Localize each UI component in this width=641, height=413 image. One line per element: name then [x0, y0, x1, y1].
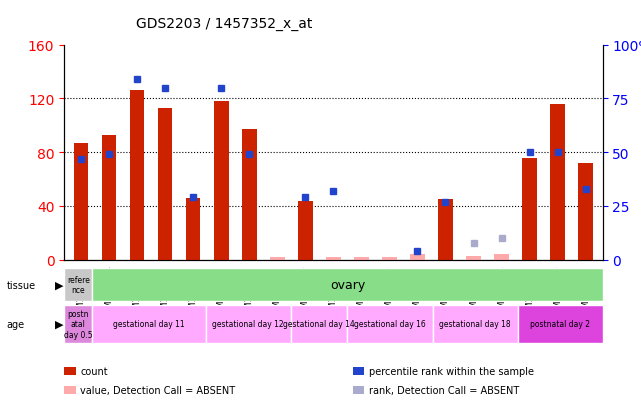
Bar: [242, 130, 256, 260]
Bar: [158, 109, 172, 260]
Text: postn
atal
day 0.5: postn atal day 0.5: [64, 309, 92, 339]
Bar: [74, 143, 88, 260]
Text: ovary: ovary: [330, 278, 365, 292]
Text: percentile rank within the sample: percentile rank within the sample: [369, 366, 533, 376]
Text: refere
nce: refere nce: [67, 275, 90, 294]
Text: gestational day 16: gestational day 16: [354, 320, 426, 329]
Bar: [410, 255, 425, 260]
Bar: [102, 135, 116, 260]
Bar: [354, 258, 369, 260]
Text: GDS2203 / 1457352_x_at: GDS2203 / 1457352_x_at: [136, 17, 313, 31]
Bar: [382, 258, 397, 260]
FancyBboxPatch shape: [64, 268, 92, 301]
Text: value, Detection Call = ABSENT: value, Detection Call = ABSENT: [80, 385, 235, 395]
Bar: [326, 258, 340, 260]
Bar: [466, 256, 481, 260]
Text: age: age: [6, 319, 24, 329]
Text: gestational day 14: gestational day 14: [283, 320, 355, 329]
FancyBboxPatch shape: [347, 306, 433, 343]
Bar: [270, 258, 285, 260]
FancyBboxPatch shape: [64, 306, 92, 343]
Bar: [466, 256, 481, 260]
Text: gestational day 12: gestational day 12: [212, 320, 284, 329]
Text: gestational day 11: gestational day 11: [113, 320, 185, 329]
Bar: [551, 104, 565, 260]
Bar: [578, 164, 593, 260]
Text: rank, Detection Call = ABSENT: rank, Detection Call = ABSENT: [369, 385, 519, 395]
Bar: [494, 255, 509, 260]
FancyBboxPatch shape: [291, 306, 347, 343]
FancyBboxPatch shape: [206, 306, 291, 343]
Text: ▶: ▶: [54, 319, 63, 329]
Text: postnatal day 2: postnatal day 2: [530, 320, 590, 329]
Bar: [438, 200, 453, 260]
Bar: [298, 201, 313, 260]
Bar: [129, 91, 144, 260]
Text: count: count: [80, 366, 108, 376]
Text: ▶: ▶: [54, 280, 63, 290]
Text: gestational day 18: gestational day 18: [439, 320, 511, 329]
FancyBboxPatch shape: [92, 306, 206, 343]
Bar: [214, 102, 228, 260]
Bar: [186, 198, 201, 260]
FancyBboxPatch shape: [433, 306, 517, 343]
FancyBboxPatch shape: [517, 306, 603, 343]
Text: tissue: tissue: [6, 280, 35, 290]
FancyBboxPatch shape: [92, 268, 603, 301]
Bar: [494, 256, 509, 260]
Bar: [522, 158, 537, 260]
